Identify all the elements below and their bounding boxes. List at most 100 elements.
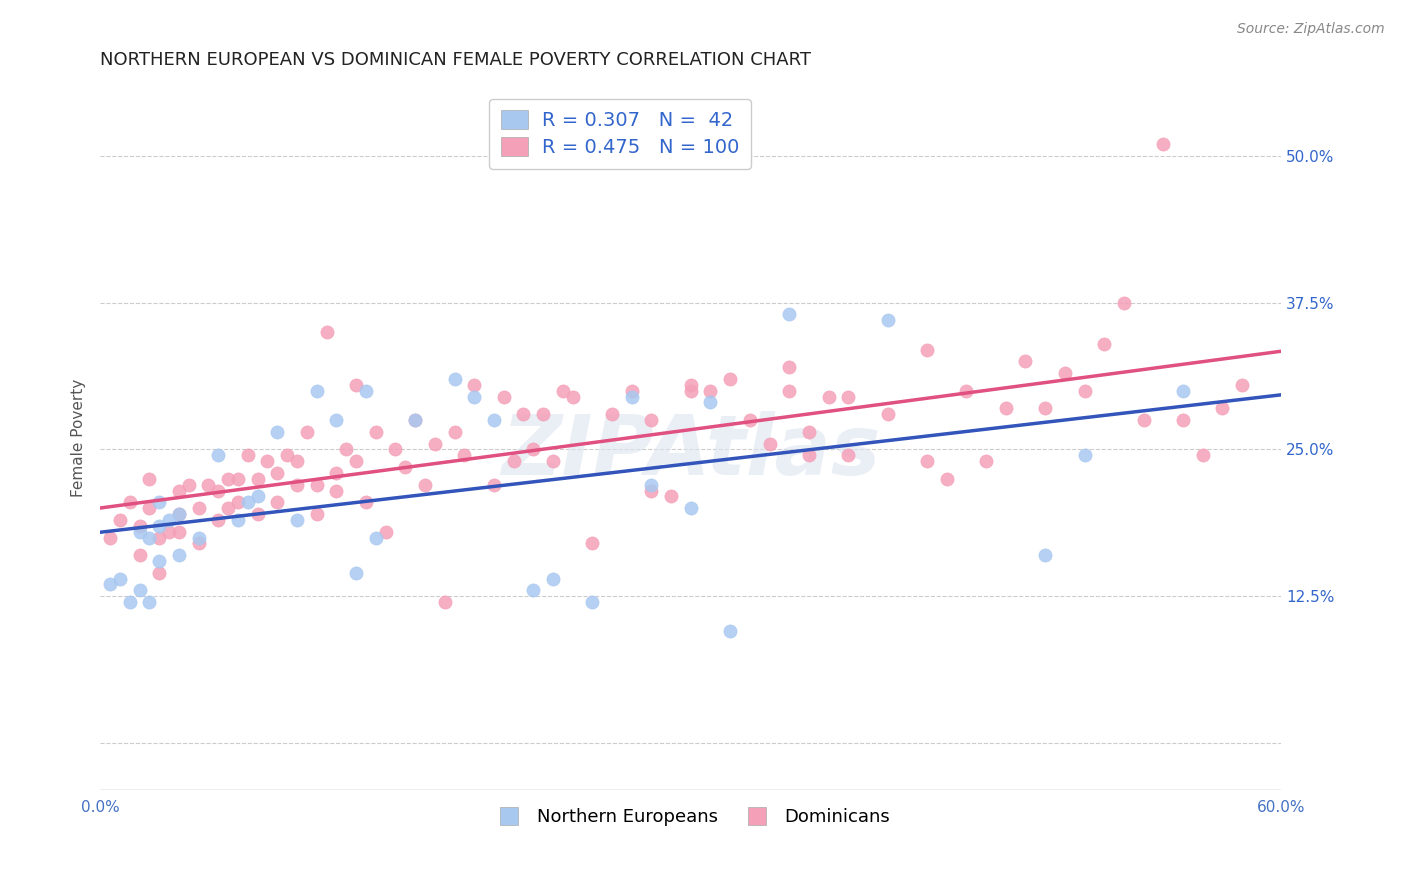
Point: [1152, 137, 1174, 152]
Point: [138, 595, 160, 609]
Point: [157, 524, 180, 539]
Point: [197, 477, 219, 491]
Point: [1211, 401, 1233, 416]
Point: [246, 472, 269, 486]
Legend: Northern Europeans, Dominicans: Northern Europeans, Dominicans: [484, 801, 897, 834]
Point: [718, 624, 741, 639]
Point: [1073, 448, 1095, 462]
Point: [108, 513, 131, 527]
Point: [935, 472, 957, 486]
Point: [974, 454, 997, 468]
Point: [167, 548, 190, 562]
Point: [433, 595, 456, 609]
Point: [98, 577, 121, 591]
Point: [817, 390, 839, 404]
Point: [502, 454, 524, 468]
Point: [551, 384, 574, 398]
Point: [148, 531, 170, 545]
Point: [217, 501, 239, 516]
Point: [1230, 377, 1253, 392]
Point: [354, 495, 377, 509]
Point: [758, 436, 780, 450]
Point: [167, 507, 190, 521]
Point: [581, 536, 603, 550]
Point: [778, 384, 800, 398]
Point: [915, 343, 938, 357]
Point: [344, 377, 367, 392]
Point: [236, 495, 259, 509]
Point: [276, 448, 298, 462]
Point: [659, 490, 682, 504]
Point: [443, 425, 465, 439]
Point: [354, 384, 377, 398]
Point: [522, 442, 544, 457]
Point: [266, 495, 288, 509]
Point: [581, 595, 603, 609]
Point: [463, 390, 485, 404]
Point: [187, 501, 209, 516]
Point: [1112, 295, 1135, 310]
Point: [482, 413, 505, 427]
Point: [453, 448, 475, 462]
Point: [620, 390, 643, 404]
Point: [837, 448, 859, 462]
Point: [335, 442, 357, 457]
Point: [256, 454, 278, 468]
Point: [128, 583, 150, 598]
Point: [1171, 384, 1194, 398]
Point: [138, 501, 160, 516]
Point: [207, 513, 229, 527]
Point: [463, 377, 485, 392]
Point: [167, 524, 190, 539]
Point: [492, 390, 515, 404]
Point: [138, 472, 160, 486]
Point: [640, 483, 662, 498]
Point: [157, 513, 180, 527]
Point: [305, 384, 328, 398]
Point: [1053, 366, 1076, 380]
Point: [325, 413, 347, 427]
Point: [325, 466, 347, 480]
Point: [285, 454, 308, 468]
Point: [364, 531, 387, 545]
Point: [226, 472, 249, 486]
Point: [148, 554, 170, 568]
Point: [118, 595, 141, 609]
Point: [738, 413, 761, 427]
Point: [541, 454, 564, 468]
Point: [512, 407, 534, 421]
Point: [994, 401, 1017, 416]
Point: [443, 372, 465, 386]
Point: [177, 477, 200, 491]
Point: [640, 413, 662, 427]
Point: [797, 448, 820, 462]
Point: [699, 384, 721, 398]
Point: [394, 460, 416, 475]
Point: [1033, 401, 1056, 416]
Point: [1191, 448, 1213, 462]
Point: [246, 507, 269, 521]
Point: [128, 518, 150, 533]
Point: [837, 390, 859, 404]
Point: [325, 483, 347, 498]
Text: ZIPAtlas: ZIPAtlas: [501, 411, 880, 492]
Point: [413, 477, 436, 491]
Point: [718, 372, 741, 386]
Point: [699, 395, 721, 409]
Point: [778, 360, 800, 375]
Point: [285, 477, 308, 491]
Point: [148, 566, 170, 580]
Point: [167, 507, 190, 521]
Point: [98, 531, 121, 545]
Point: [955, 384, 977, 398]
Point: [207, 448, 229, 462]
Point: [344, 566, 367, 580]
Point: [118, 495, 141, 509]
Point: [1132, 413, 1154, 427]
Point: [315, 325, 337, 339]
Point: [404, 413, 426, 427]
Text: NORTHERN EUROPEAN VS DOMINICAN FEMALE POVERTY CORRELATION CHART: NORTHERN EUROPEAN VS DOMINICAN FEMALE PO…: [100, 51, 811, 69]
Point: [640, 477, 662, 491]
Point: [108, 572, 131, 586]
Point: [374, 524, 396, 539]
